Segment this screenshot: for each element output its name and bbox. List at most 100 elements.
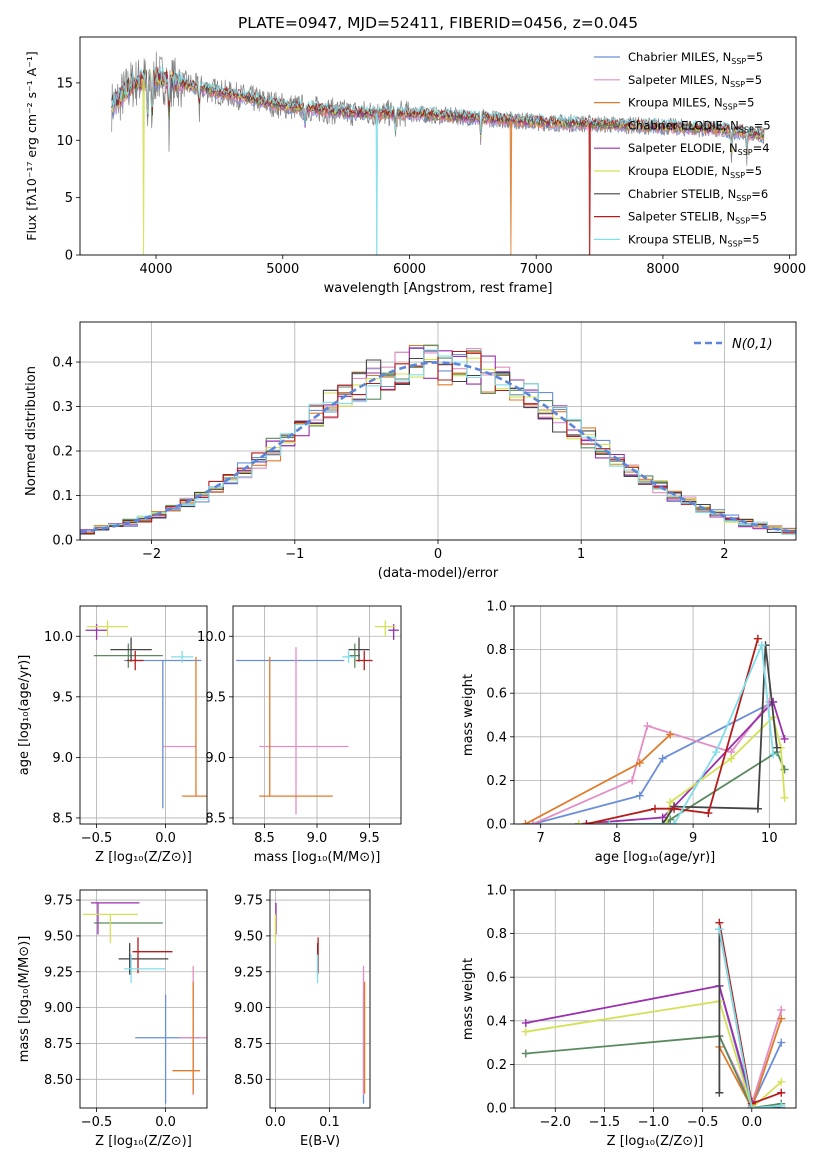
y-tick-label: 9.25 [44,965,73,980]
y-tick-label: 0.2 [52,445,73,460]
mass-weight-marker [715,925,724,934]
y-tick-label: 0.6 [486,687,507,702]
mass-weight-marker [529,820,538,824]
axes-frame [232,605,402,825]
y-tick-label: 9.00 [234,1001,263,1016]
y-tick-label: 9.50 [234,929,263,944]
mass-weight-marker [651,804,659,813]
errorbar-point [110,637,152,662]
x-tick-label: 9.0 [307,831,328,846]
y-tick-label: 8.50 [44,1073,73,1088]
errorbar-point [86,620,129,637]
x-axis-label: wavelength [Angstrom, rest frame] [324,281,553,296]
x-tick-label: −2 [142,547,161,562]
residual-histogram [80,349,796,540]
y-tick-label: 8.75 [234,1037,263,1052]
x-tick-label: 7 [537,831,545,846]
chart-title: PLATE=0947, MJD=52411, FIBERID=0456, z=0… [238,14,638,32]
errorbar-point [124,954,166,984]
mass-weight-line [578,700,786,824]
x-tick-label: 0.0 [741,1115,762,1130]
y-tick-label: 8.5 [52,811,73,826]
mass-weight-marker [521,1027,530,1036]
x-tick-label: 9.5 [359,831,380,846]
y-axis-label: Flux [fλ10⁻¹⁷ erg cm⁻² s⁻¹ A⁻¹] [24,51,39,240]
y-tick-label: 0.2 [486,1058,507,1073]
legend-label: N(0,1) [732,337,773,352]
x-tick-label: 0.1 [319,1115,340,1130]
mass-weight-marker [605,820,614,824]
x-axis-label: age [log₁₀(age/yr)] [595,850,716,865]
errorbar-point [91,902,140,935]
legend: N(0,1) [694,337,773,352]
plot-area [80,344,796,540]
legend: Chabrier MILES, NSSP=5 Salpeter MILES, NS… [594,50,771,248]
y-tick-label: 9.75 [44,894,73,909]
legend-label: Chabrier MILES, NSSP=5 [628,50,763,66]
mass-weight-marker [753,634,762,643]
panel-age-vs-Z: −0.5 0.0 8.5 9.0 9.5 10.0 Z [log₁₀(Z/Z⊙)] age [… [17,605,208,865]
y-tick-label: 9.5 [52,690,73,705]
x-axis-label: mass [log₁₀(M/M⊙)] [254,850,381,865]
x-tick-label: 8000 [646,262,679,277]
mass-weight-line [586,638,759,824]
mass-weight-marker [715,1088,724,1097]
y-tick-label: 0.4 [486,730,507,745]
x-tick-label: 5000 [266,262,299,277]
mass-weight-marker [521,820,530,824]
mass-weight-marker [777,1005,786,1014]
legend-label: Chabrier STELIB, NSSP=6 [628,187,768,203]
x-tick-label: 6000 [393,262,426,277]
y-tick-label: 0.4 [486,1014,507,1029]
mass-weight-line [718,922,782,1105]
mass-weight-marker [711,748,720,757]
errorbar-point [172,981,201,1094]
mass-weight-marker [772,743,781,752]
y-axis-label: age [log₁₀(age/yr)] [17,655,32,776]
mass-weight-marker [777,1014,786,1023]
mass-weight-marker [753,804,762,813]
axes-frame [513,605,797,825]
panel-age-vs-mass: 8.5 9.0 9.5 8.5 9.0 9.5 10.0 mass [log₁₀(M/M⊙)] [197,605,402,865]
mass-weight-marker [769,750,778,759]
mass-weight-marker [658,754,667,763]
x-tick-label: 2 [720,547,728,562]
x-tick-label: 0.0 [265,1115,286,1130]
errorbar-point [342,650,355,663]
errorbar-point [355,650,373,671]
mass-weight-marker [780,793,789,802]
x-tick-label: 4000 [139,262,172,277]
legend-label: Kroupa ELODIE, NSSP=5 [628,164,762,180]
x-tick-label: 8.5 [254,831,275,846]
mass-weight-marker [521,1018,530,1027]
mass-weight-line [609,645,778,824]
panel-massweight-vs-age: 7 8 9 10 0.0 0.2 0.4 0.6 0.8 1.0 age [log₁₀(age/yr… [461,600,797,865]
mass-weight-marker [662,820,671,824]
errorbar-point [93,643,163,668]
mass-weight-line [525,1000,782,1108]
errorbar-point [348,637,370,662]
errorbar-point [132,937,173,974]
y-tick-label: 5 [65,191,73,206]
errorbar-point [135,994,201,1104]
model-line [111,65,764,255]
plot-area [85,620,207,809]
mass-weight-marker [704,809,713,818]
y-tick-label: 0.2 [486,774,507,789]
legend-label: Chabrier ELODIE, NSSP=5 [628,118,771,134]
errorbar-point [171,650,194,663]
mass-weight-marker [670,820,679,824]
axes-frame [513,889,797,1109]
y-tick-label: 0.4 [52,356,73,371]
mass-weight-marker [635,791,644,800]
x-tick-label: 9000 [773,262,806,277]
y-tick-label: 10.0 [44,630,73,645]
x-axis-label: E(B-V) [300,1134,340,1149]
y-tick-label: 0.0 [486,1102,507,1117]
x-tick-label: 8 [613,831,621,846]
errorbar-point [259,656,333,797]
axes-frame [79,889,208,1109]
plot-area [521,918,786,1108]
mass-weight-marker [769,697,778,706]
